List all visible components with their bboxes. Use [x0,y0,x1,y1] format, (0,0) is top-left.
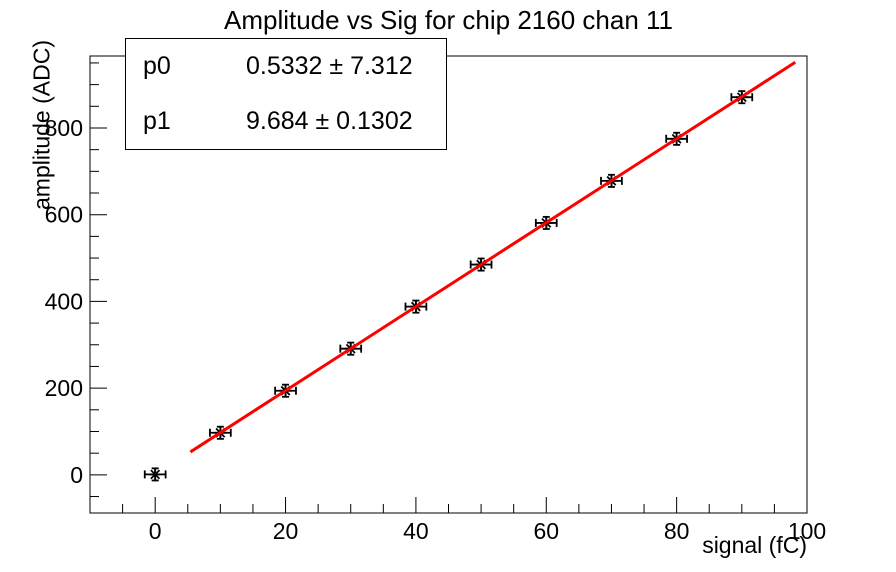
param-p0-name: p0 [143,52,171,80]
x-tick-label: 40 [403,518,429,544]
fit-line [189,61,797,454]
y-axis-title: amplitude (ADC) [28,40,55,210]
fit-stats-box: p0 0.5332 ± 7.312 p1 9.684 ± 0.1302 [125,38,447,150]
x-tick-label: 100 [788,518,826,544]
x-axis-title: signal (fC) [702,532,807,558]
x-tick-label: 20 [273,518,299,544]
y-tick-label: 200 [45,375,83,401]
param-p1-name: p1 [143,107,171,135]
param-p0-value: 0.5332 ± 7.312 [246,52,413,80]
y-tick-label: 0 [70,462,83,488]
param-p1-value: 9.684 ± 0.1302 [246,107,413,135]
y-axis: 0 200 400 600 800 [45,62,107,498]
x-axis: 0 20 40 60 80 100 [122,497,826,544]
stats-row-p1: p1 9.684 ± 0.1302 [126,109,446,134]
x-tick-label: 60 [533,518,559,544]
y-tick-label: 400 [45,288,83,314]
x-tick-label: 80 [664,518,690,544]
y-tick-label: 800 [45,115,83,141]
x-tick-label: 0 [149,518,162,544]
plot-title: Amplitude vs Sig for chip 2160 chan 11 [223,5,673,35]
data-point [143,467,167,482]
y-tick-label: 600 [45,202,83,228]
stats-row-p0: p0 0.5332 ± 7.312 [126,54,446,79]
